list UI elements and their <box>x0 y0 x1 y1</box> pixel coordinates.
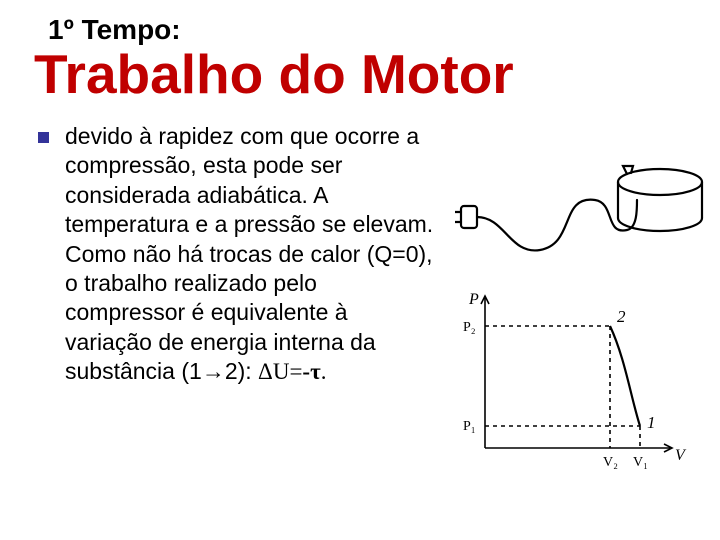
figures-column: P V P₂ P₁ V₂ V₁ 2 1 <box>455 160 710 478</box>
formula-deltaU: ΔU= <box>258 359 302 384</box>
x-axis-label: V <box>675 447 687 464</box>
compressor-diagram <box>455 160 710 270</box>
tick-p1: P₁ <box>463 419 476 434</box>
point-2-label: 2 <box>617 307 626 326</box>
point-1-label: 1 <box>647 413 656 432</box>
body-text-2: 2): <box>225 358 258 384</box>
y-axis-label: P <box>468 291 479 308</box>
formula-dot: . <box>321 359 327 384</box>
tick-v1: V₁ <box>633 455 648 470</box>
body-paragraph: devido à rapidez com que ocorre a compre… <box>65 122 435 387</box>
bullet-icon <box>38 132 49 143</box>
main-title: Trabalho do Motor <box>0 46 720 104</box>
subheading: 1º Tempo: <box>0 0 720 46</box>
formula-tau: τ <box>310 359 321 384</box>
tick-p2: P₂ <box>463 320 476 335</box>
body-text-1: devido à rapidez com que ocorre a compre… <box>65 123 433 385</box>
arrow-glyph: → <box>202 358 225 384</box>
formula-minus: - <box>302 359 310 384</box>
pv-graph: P V P₂ P₁ V₂ V₁ 2 1 <box>455 288 690 478</box>
tick-v2: V₂ <box>603 455 618 470</box>
